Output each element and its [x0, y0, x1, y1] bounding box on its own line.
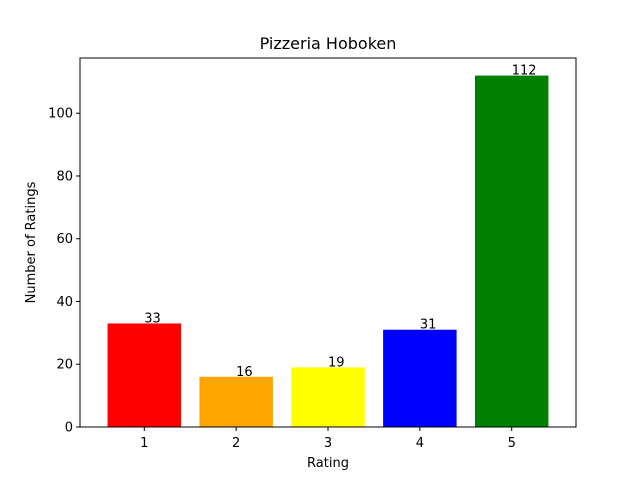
y-tick-label: 0: [65, 421, 73, 436]
bar-rating-1: [107, 323, 182, 427]
bar-value-label: 16: [236, 365, 253, 380]
bar-rating-4: [383, 329, 457, 427]
bar-rating-2: [199, 376, 273, 427]
x-tick-label: 5: [508, 436, 516, 451]
bar-value-label: 19: [328, 355, 345, 370]
y-tick-label: 80: [56, 169, 73, 184]
x-axis-label: Rating: [307, 456, 349, 471]
bar-value-label: 33: [144, 311, 161, 326]
x-tick-label: 2: [232, 436, 240, 451]
bars-layer: [107, 75, 549, 428]
y-tick-label: 20: [56, 358, 73, 373]
bar-value-label: 112: [512, 64, 537, 79]
bar-rating-3: [291, 367, 365, 427]
y-axis: 0 20 40 60 80 100: [48, 107, 80, 436]
x-tick-label: 3: [324, 436, 332, 451]
value-labels-layer: 33 16 19 31 112: [144, 64, 536, 380]
bar-rating-5: [474, 75, 549, 428]
x-tick-label: 1: [140, 436, 148, 451]
x-tick-label: 4: [416, 436, 424, 451]
y-axis-label: Number of Ratings: [24, 181, 39, 303]
y-tick-label: 40: [56, 295, 73, 310]
y-tick-label: 100: [48, 107, 73, 122]
bar-value-label: 31: [420, 318, 437, 333]
chart-title: Pizzeria Hoboken: [260, 34, 397, 53]
x-axis: 1 2 3 4 5: [140, 427, 516, 451]
y-tick-label: 60: [56, 232, 73, 247]
